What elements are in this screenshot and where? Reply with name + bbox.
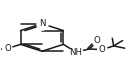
Text: NH: NH	[69, 48, 82, 57]
Text: N: N	[39, 19, 45, 28]
Text: O: O	[4, 44, 11, 53]
Text: O: O	[94, 36, 100, 45]
Text: O: O	[99, 45, 105, 54]
